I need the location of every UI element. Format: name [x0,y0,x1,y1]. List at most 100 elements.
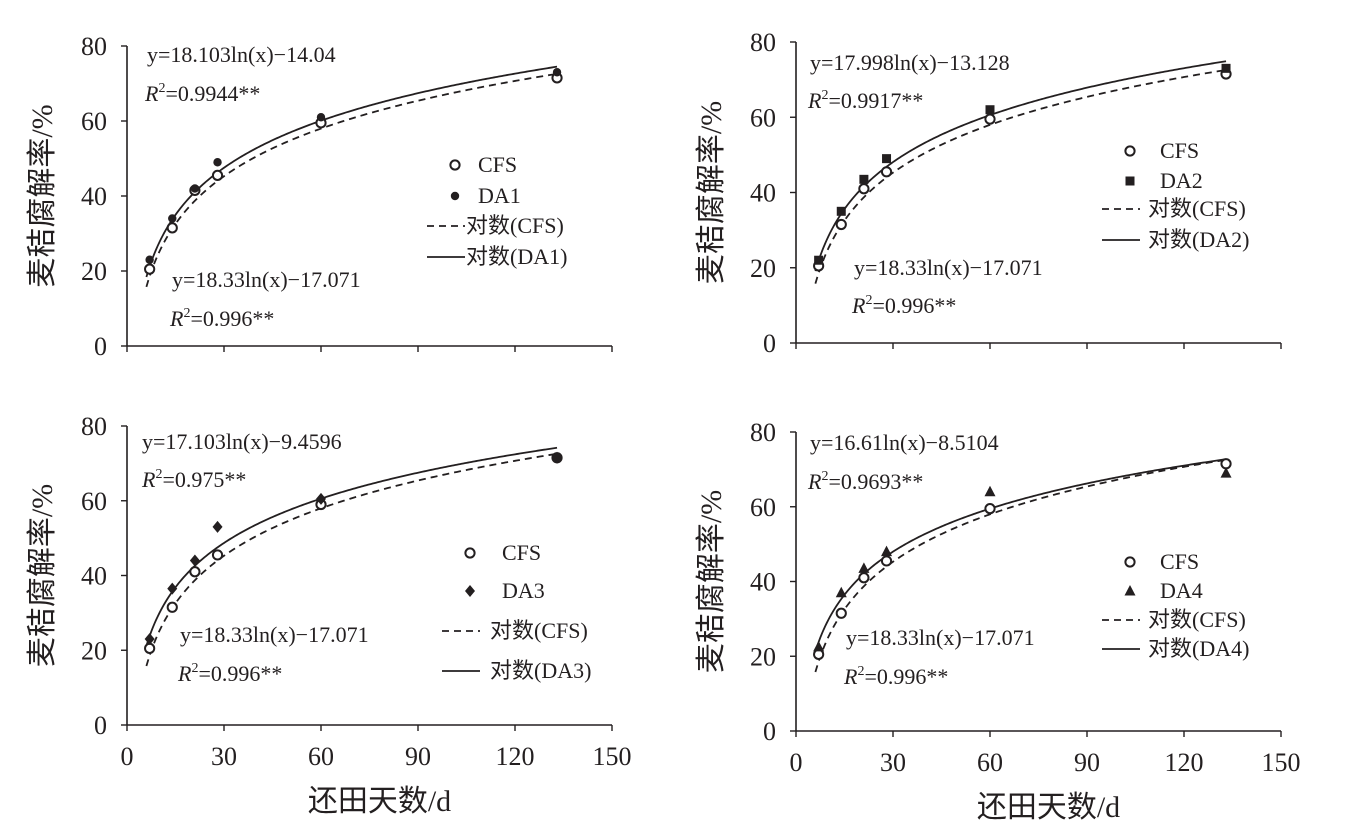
x-tick-label: 30 [211,742,237,771]
y-tick-label: 40 [750,568,776,597]
x-tick-label: 90 [405,742,431,771]
y-tick-label: 20 [750,254,776,283]
data-point-cfs [166,222,178,234]
chart-panel-top-left: 0 20 40 60 80 麦秸腐解率/% y=18.103ln(x)−14.04 R2=0.… [26,32,613,361]
legend-label-fit: 对数(DA2) [1148,227,1249,252]
cfs-equation: y=18.33ln(x)−17.071 [846,625,1035,650]
legend: CFS DA4 对数(CFS) 对数(DA4) [1102,549,1249,661]
data-point-da2 [836,206,846,216]
y-tick-label: 0 [94,332,107,361]
data-point-da4 [881,545,893,557]
fit-curve-cfs [145,72,558,288]
data-point-da3 [552,451,563,464]
legend-label-cfs: CFS [502,540,541,565]
cfs-equation: y=18.33ln(x)−17.071 [172,267,361,292]
x-tick-label: 0 [121,742,134,771]
data-point-cfs [880,166,893,178]
y-axis-label: 麦秸腐解率/% [695,490,728,673]
legend-marker-cfs [1124,145,1136,157]
legend-marker-cfs [1124,556,1136,568]
x-tick-label: 30 [880,748,906,777]
legend-marker-cfs [449,159,461,171]
treatment-r2: R2=0.975** [141,467,246,492]
data-point-da1 [552,68,562,77]
x-axis-label: 还田天数/d [977,791,1120,824]
y-tick-label: 20 [81,257,107,286]
legend-marker-da2 [1125,176,1135,186]
treatment-equation: y=16.61ln(x)−8.5104 [810,430,999,455]
x-axis-label: 还田天数/d [308,785,451,818]
legend-label-fit: 对数(DA4) [1148,636,1249,661]
legend-label-cfs: CFS [1160,138,1199,163]
data-point-da3 [316,492,326,505]
y-tick-label: 20 [750,642,776,671]
y-tick-label: 60 [81,107,107,136]
data-point-da4 [1220,467,1232,478]
data-point-da2 [814,255,824,265]
treatment-equation: y=18.103ln(x)−14.04 [147,42,336,67]
legend-label-da2: DA2 [1160,168,1203,193]
data-point-cfs [858,572,870,584]
data-point-da3 [189,554,200,567]
data-point-da2 [859,174,869,184]
legend-label-fit: 对数(CFS) [1148,607,1246,632]
data-point-da4 [835,586,847,598]
x-tick-label: 120 [1165,748,1204,777]
x-tick-label: 0 [790,748,803,777]
cfs-r2: R2=0.996** [177,661,282,686]
data-point-cfs [166,601,178,613]
cfs-r2: R2=0.996** [851,293,956,318]
data-point-cfs [144,263,156,275]
data-point-cfs [144,642,156,654]
data-point-cfs [858,183,870,195]
x-tick-label: 60 [308,742,334,771]
y-tick-label: 80 [750,418,776,447]
data-point-cfs [835,218,847,231]
legend: CFS DA1 对数(CFS) 对数(DA1) [427,152,567,269]
legend-marker-cfs [464,547,476,559]
treatment-r2: R2=0.9944** [144,81,260,106]
legend: CFS DA3 对数(CFS) 对数(DA3) [442,540,591,683]
legend: CFS DA2 对数(CFS) 对数(DA2) [1102,138,1249,252]
treatment-r2: R2=0.9917** [807,88,923,113]
y-axis-label: 麦秸腐解率/% [26,104,59,287]
y-tick-label: 0 [94,711,107,740]
legend-label-da4: DA4 [1160,578,1203,603]
data-point-da1 [213,158,222,167]
data-point-cfs [1220,458,1232,470]
chart-panel-bottom-right: 0 20 40 60 80 0 30 60 90 120 150 麦秸腐解率/% 还田天数/d y=16.… [695,418,1301,824]
y-tick-label: 40 [750,179,776,208]
y-tick-label: 60 [750,103,776,132]
chart-panel-bottom-left: 0 20 40 60 80 0 30 60 90 120 150 麦秸腐解率/% 还田天数/d y=17.… [26,412,632,818]
data-point-da2 [985,105,995,115]
fit-curve-treatment [145,446,558,647]
data-point-cfs [984,113,996,125]
cfs-equation: y=18.33ln(x)−17.071 [180,622,369,647]
data-point-da4 [858,562,870,573]
legend-label-da3: DA3 [502,578,545,603]
y-tick-label: 80 [81,32,107,61]
data-point-da2 [882,154,892,164]
data-point-da1 [168,214,177,223]
fit-curve-cfs [814,69,1227,284]
data-point-da1 [316,113,326,122]
y-tick-label: 80 [750,28,776,57]
legend-label-cfs: CFS [478,152,517,177]
cfs-equation: y=18.33ln(x)−17.071 [854,255,1043,280]
y-tick-label: 40 [81,562,107,591]
treatment-equation: y=17.998ln(x)−13.128 [810,50,1010,75]
chart-panel-top-right: 0 20 40 60 80 麦秸腐解率/% y=17.998ln(x)−13.128 R2=0… [695,28,1282,358]
data-point-cfs [211,169,224,181]
y-tick-label: 0 [763,717,776,746]
legend-label-fit: 对数(DA3) [490,658,591,683]
data-point-da2 [1221,63,1231,73]
y-tick-label: 20 [81,636,107,665]
legend-label-fit: 对数(DA1) [466,244,567,269]
data-point-da1 [190,184,200,193]
data-point-cfs [189,566,201,578]
data-point-cfs [211,549,224,561]
legend-marker-da4 [1124,585,1136,596]
legend-marker-da1 [450,191,460,201]
treatment-equation: y=17.103ln(x)−9.4596 [142,429,342,454]
